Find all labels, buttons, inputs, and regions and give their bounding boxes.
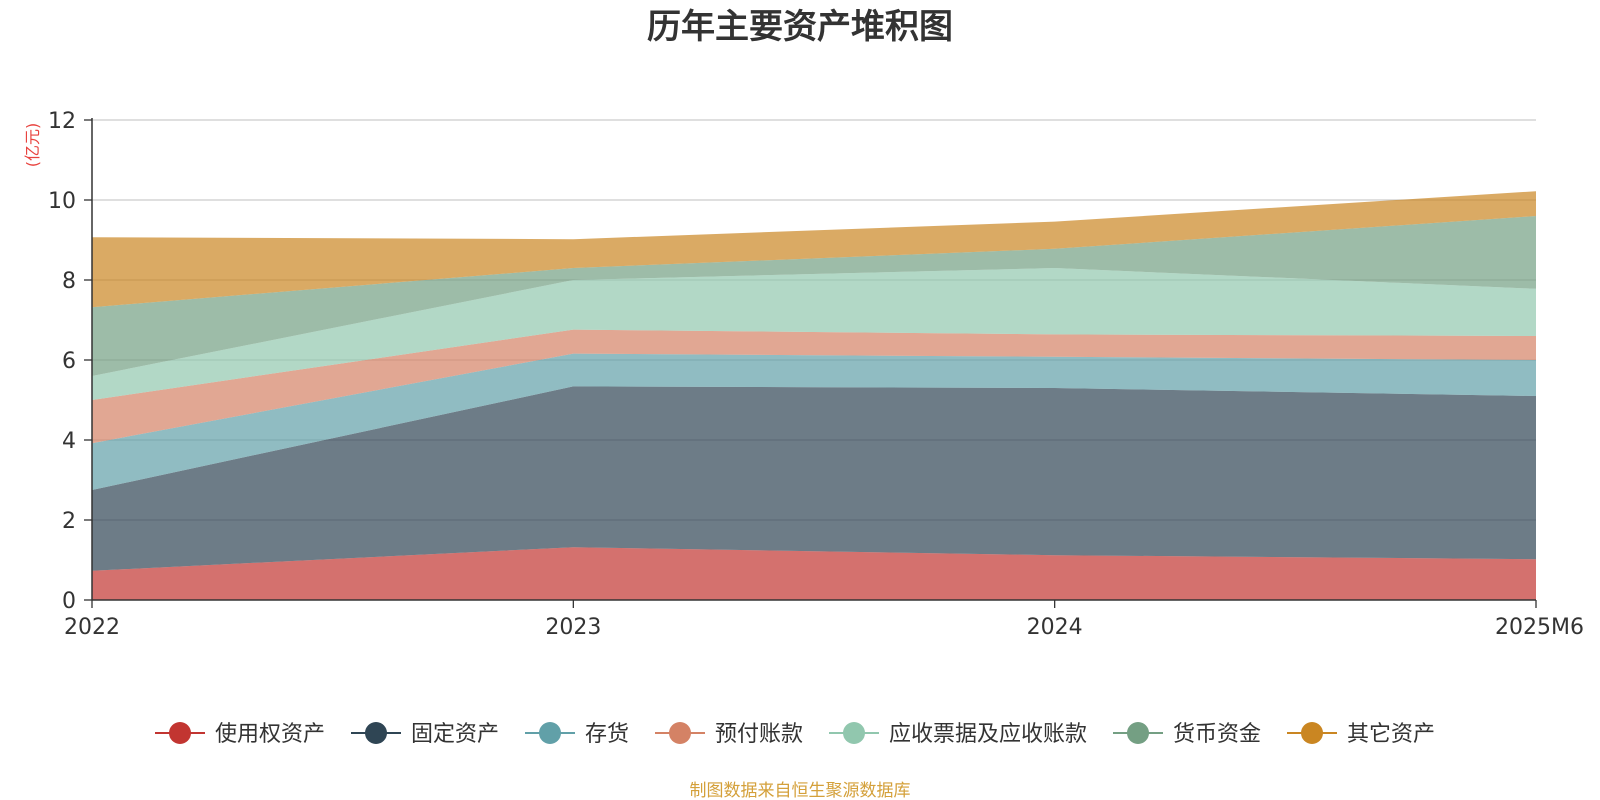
- x-tick-label: 2023: [545, 615, 601, 640]
- data-source-note: 制图数据来自恒生聚源数据库: [690, 781, 911, 800]
- legend-marker: [1301, 722, 1323, 744]
- legend-item[interactable]: 货币资金: [1113, 722, 1261, 747]
- area-series-6: [92, 216, 1536, 376]
- series-areas: [92, 191, 1536, 600]
- legend-marker: [843, 722, 865, 744]
- y-axis-label: (亿元): [23, 123, 42, 168]
- y-tick-label: 4: [62, 429, 76, 454]
- x-tick-label: 2024: [1027, 615, 1083, 640]
- legend-item[interactable]: 使用权资产: [155, 722, 325, 747]
- legend-label: 其它资产: [1347, 722, 1435, 747]
- y-tick-label: 0: [62, 589, 76, 614]
- legend-item[interactable]: 其它资产: [1287, 722, 1435, 747]
- area-series-3: [92, 353, 1536, 490]
- legend[interactable]: 使用权资产 固定资产 存货 预付账款 应收票据及应收账款 货币资金 其它资产: [155, 722, 1435, 747]
- area-series-5: [92, 268, 1536, 400]
- legend-item[interactable]: 预付账款: [655, 722, 803, 747]
- legend-item[interactable]: 固定资产: [351, 722, 499, 747]
- area-series-7: [92, 191, 1536, 308]
- legend-label: 应收票据及应收账款: [889, 722, 1087, 747]
- legend-item[interactable]: 存货: [525, 722, 629, 747]
- area-series-1: [92, 547, 1536, 600]
- x-tick-label: 2025M6: [1495, 615, 1584, 640]
- legend-marker: [539, 722, 561, 744]
- area-series-4: [92, 329, 1536, 444]
- legend-marker: [669, 722, 691, 744]
- legend-marker: [1127, 722, 1149, 744]
- y-tick-label: 8: [62, 269, 76, 294]
- legend-marker: [365, 722, 387, 744]
- legend-label: 预付账款: [715, 722, 803, 747]
- legend-marker: [169, 722, 191, 744]
- y-tick-label: 12: [48, 109, 76, 134]
- chart-title: 历年主要资产堆积图: [647, 7, 953, 47]
- y-tick-label: 6: [62, 349, 76, 374]
- legend-label: 使用权资产: [215, 722, 325, 747]
- y-tick-label: 10: [48, 189, 76, 214]
- legend-label: 固定资产: [411, 722, 499, 747]
- x-tick-label: 2022: [64, 615, 120, 640]
- legend-item[interactable]: 应收票据及应收账款: [829, 722, 1087, 747]
- area-series-2: [92, 386, 1536, 571]
- y-tick-label: 2: [62, 509, 76, 534]
- legend-label: 货币资金: [1173, 722, 1261, 747]
- axes: 0 2 4 6 8 10 12 2022 2023 2024 2025M6: [48, 109, 1584, 640]
- legend-label: 存货: [585, 722, 629, 747]
